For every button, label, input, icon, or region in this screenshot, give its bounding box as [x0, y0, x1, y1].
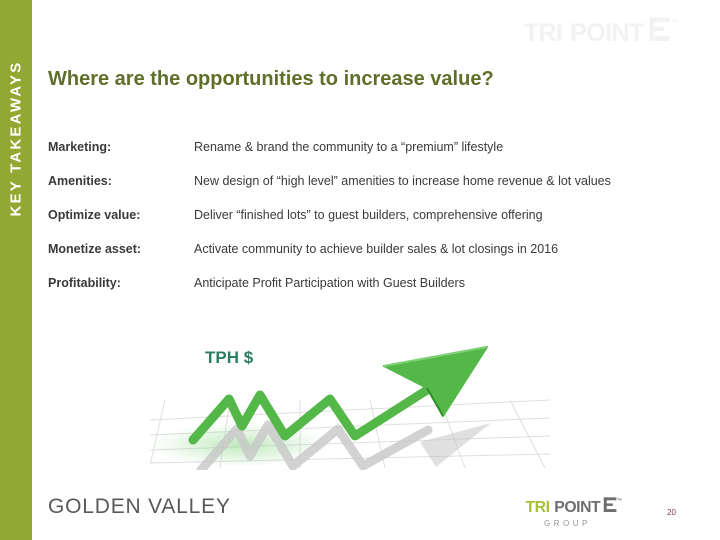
svg-text:TRI: TRI	[526, 499, 550, 516]
svg-text:TRI: TRI	[524, 19, 563, 46]
svg-text:TM: TM	[671, 18, 678, 23]
svg-text:POINT: POINT	[554, 499, 601, 516]
svg-text:POINT: POINT	[570, 19, 645, 46]
svg-text:TM: TM	[617, 497, 622, 501]
